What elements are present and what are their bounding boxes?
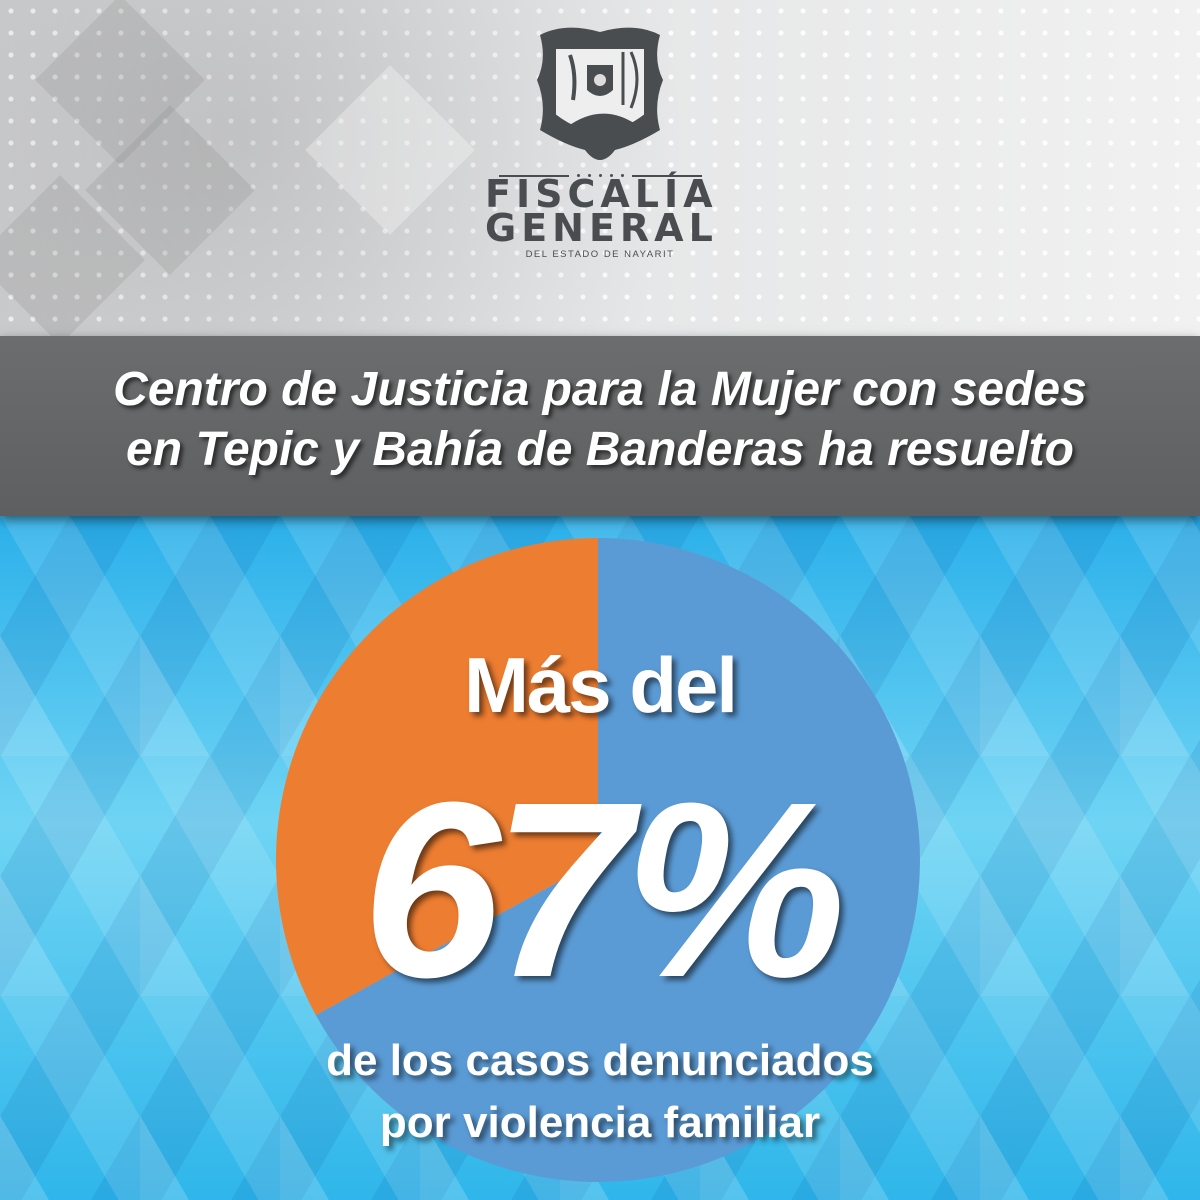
headline-line-1: Centro de Justicia para la Mujer con sed… bbox=[113, 363, 1087, 416]
stat-caption-line-1: de los casos denunciados bbox=[326, 1036, 874, 1085]
stat-prefix: Más del bbox=[463, 641, 738, 729]
stat-value: 67% bbox=[361, 750, 846, 1029]
logo-text-general: GENERAL bbox=[485, 206, 718, 250]
pie-slice-0 bbox=[315, 538, 921, 1183]
logo-text-state: DEL ESTADO DE NAYARIT bbox=[525, 249, 675, 260]
headline-banner: Centro de Justicia para la Mujer con sed… bbox=[0, 336, 1200, 516]
coat-of-arms-icon bbox=[537, 27, 663, 160]
fiscalia-logo: FISCALÍA GENERAL DEL ESTADO DE NAYARIT bbox=[485, 20, 715, 270]
headline-line-2: en Tepic y Bahía de Banderas ha resuelto bbox=[126, 423, 1074, 476]
logo-divider bbox=[485, 174, 715, 177]
logo-text-fiscalia: FISCALÍA bbox=[485, 172, 718, 216]
pie-slice-1 bbox=[275, 538, 598, 1016]
stat-caption-line-2: por violencia familiar bbox=[379, 1098, 821, 1147]
